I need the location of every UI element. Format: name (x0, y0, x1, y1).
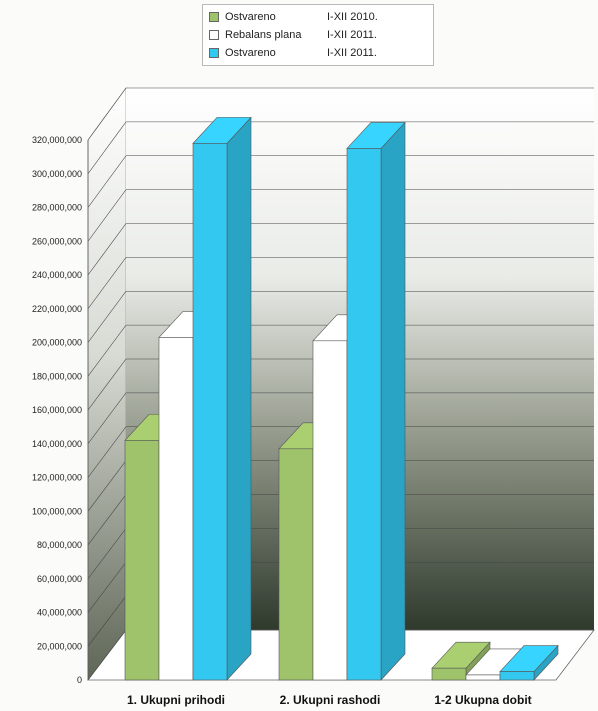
y-tick-label: 260,000,000 (32, 236, 82, 246)
gridline (87, 121, 127, 174)
bar-side (226, 116, 252, 681)
x-category-label: 2. Ukupni rashodi (280, 693, 381, 707)
legend-item: Ostvareno I-XII 2011. (209, 44, 427, 62)
bar-front (192, 143, 228, 681)
bar-front (431, 667, 467, 681)
gridline (87, 155, 127, 208)
legend-name: Ostvareno (225, 11, 276, 23)
gridline (87, 426, 127, 478)
gridline (87, 291, 127, 343)
legend-name: Rebalans plana (225, 29, 302, 41)
gridline (87, 562, 127, 613)
bar (346, 121, 406, 681)
legend-period: I-XII 2011. (327, 47, 377, 59)
bar-side (380, 121, 406, 681)
y-tick-label: 20,000,000 (37, 641, 82, 651)
bar-front (158, 337, 194, 681)
y-tick-label: 0 (77, 675, 82, 685)
y-tick-label: 200,000,000 (32, 338, 82, 348)
gridline (87, 257, 127, 309)
y-tick-label: 40,000,000 (37, 608, 82, 618)
legend-period: I-XII 2011. (327, 29, 377, 41)
bar-front (124, 440, 160, 681)
bar-front (278, 448, 314, 681)
y-tick-label: 300,000,000 (32, 169, 82, 179)
bar-front (346, 148, 382, 681)
legend-period: I-XII 2010. (327, 11, 378, 23)
y-tick-label: 160,000,000 (32, 405, 82, 415)
bar-front (499, 671, 535, 681)
y-tick-label: 140,000,000 (32, 439, 82, 449)
bar (499, 644, 559, 681)
gridline (87, 87, 127, 141)
gridline (87, 223, 127, 276)
y-tick-label: 180,000,000 (32, 371, 82, 381)
legend-swatch-ostvareno-2010 (209, 12, 219, 22)
x-category-label: 1-2 Ukupna dobit (434, 693, 531, 707)
bar-front (465, 674, 501, 681)
gridline (87, 629, 127, 681)
y-tick-label: 220,000,000 (32, 304, 82, 314)
gridline (87, 189, 127, 242)
gridline (87, 358, 127, 411)
y-tick-label: 280,000,000 (32, 203, 82, 213)
gridline (87, 460, 127, 512)
chart-legend: Ostvareno I-XII 2010. Rebalans plana I-X… (202, 4, 434, 66)
y-tick-label: 80,000,000 (37, 540, 82, 550)
gridline (87, 494, 127, 546)
legend-item: Ostvareno I-XII 2010. (209, 8, 427, 26)
y-tick-label: 320,000,000 (32, 135, 82, 145)
bar (192, 116, 252, 681)
y-tick-label: 240,000,000 (32, 270, 82, 280)
legend-swatch-rebalans-plana (209, 30, 219, 40)
gridline (87, 324, 127, 377)
gridline (87, 595, 127, 647)
bar-front (312, 340, 348, 681)
y-tick-label: 100,000,000 (32, 506, 82, 516)
legend-swatch-ostvareno-2011 (209, 48, 219, 58)
gridline (87, 392, 127, 444)
y-tick-label: 60,000,000 (37, 574, 82, 584)
legend-item: Rebalans plana I-XII 2011. (209, 26, 427, 44)
gridline (87, 528, 127, 579)
legend-name: Ostvareno (225, 47, 276, 59)
x-category-label: 1. Ukupni prihodi (127, 693, 225, 707)
y-tick-label: 120,000,000 (32, 473, 82, 483)
